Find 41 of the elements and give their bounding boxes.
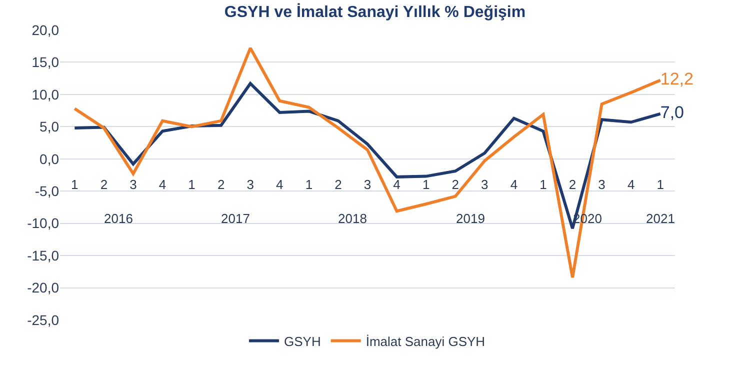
x-tick-label: 1: [540, 176, 547, 192]
annotation: 2016: [104, 211, 133, 226]
annotation: 2018: [338, 211, 367, 226]
y-tick-label: 10,0: [32, 86, 60, 102]
x-tick-label: 3: [598, 176, 606, 192]
x-tick-label: 3: [364, 176, 372, 192]
legend-label: İmalat Sanayi GSYH: [366, 334, 486, 349]
x-tick-label: 3: [481, 176, 488, 192]
x-tick-label: 2: [334, 176, 342, 192]
x-tick-label: 4: [276, 176, 284, 192]
x-tick-label: 4: [393, 176, 400, 192]
x-tick-label: 4: [158, 176, 166, 192]
annotation: 2017: [221, 211, 250, 226]
y-tick-label: -25,0: [27, 312, 60, 328]
y-tick-label: -15,0: [27, 247, 60, 264]
x-tick-label: 1: [656, 176, 664, 192]
y-tick-label: 5,0: [40, 118, 60, 135]
y-tick-label: -5,0: [34, 183, 60, 200]
x-tick-label: 1: [305, 176, 313, 192]
legend-label: GSYH: [284, 334, 321, 349]
y-tick-label: 20,0: [32, 22, 60, 38]
y-tick-label: -10,0: [27, 215, 60, 232]
y-tick-label: -20,0: [27, 280, 60, 296]
data-label: 12,2: [660, 70, 694, 89]
x-tick-label: 3: [130, 176, 137, 192]
x-tick-label: 1: [71, 176, 78, 192]
data-label: 7,0: [660, 103, 684, 122]
y-tick-label: 0,0: [40, 150, 60, 167]
x-tick-label: 4: [510, 176, 518, 192]
x-tick-label: 2: [568, 176, 576, 192]
x-tick-label: 2: [217, 176, 225, 192]
annotation: 2021: [646, 211, 675, 226]
x-tick-label: 1: [188, 176, 196, 192]
x-tick-label: 1: [422, 176, 430, 192]
y-tick-label: 15,0: [32, 54, 60, 70]
x-tick-label: 4: [627, 176, 635, 192]
x-tick-label: 3: [246, 176, 254, 192]
annotation: 2019: [456, 211, 485, 226]
chart-title: GSYH ve İmalat Sanayi Yıllık % Değişim: [224, 2, 526, 21]
x-tick-label: 2: [100, 176, 108, 192]
x-tick-label: 2: [452, 176, 459, 192]
